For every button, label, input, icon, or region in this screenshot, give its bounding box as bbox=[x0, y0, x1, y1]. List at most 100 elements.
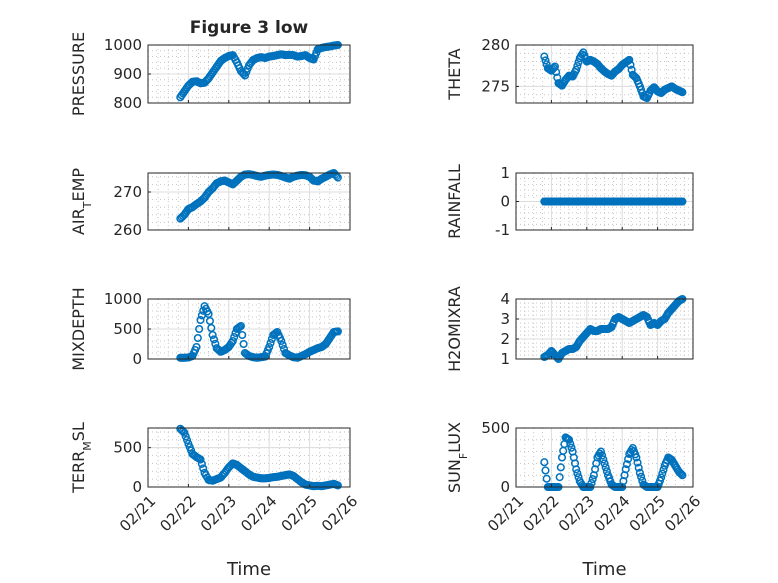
y-tick-label: 260 bbox=[113, 221, 142, 239]
data-point bbox=[201, 77, 210, 86]
data-point bbox=[673, 197, 682, 206]
y-tick-label: 0 bbox=[132, 478, 142, 496]
data-point bbox=[266, 338, 275, 348]
data-point bbox=[635, 468, 644, 477]
data-point bbox=[177, 213, 186, 222]
data-point bbox=[549, 63, 558, 72]
data-point bbox=[197, 196, 206, 205]
data-point bbox=[624, 455, 633, 464]
chart-pressure: 800 900 1000 PRESSURE Figure 3 low bbox=[69, 18, 351, 116]
y-tick-label: -1 bbox=[495, 221, 510, 239]
y-tick-label: 4 bbox=[500, 290, 510, 308]
y-tick-label: 500 bbox=[113, 439, 142, 457]
y-tick-label: 500 bbox=[113, 320, 142, 338]
chart-rainfall: -1 0 1 RAINFALL bbox=[445, 164, 694, 239]
axes-frame bbox=[515, 298, 694, 360]
data-point bbox=[278, 340, 287, 350]
data-point bbox=[195, 324, 204, 334]
y-tick-label: 280 bbox=[481, 36, 510, 54]
data-point bbox=[573, 61, 582, 71]
chart-air_temp: 260 270 AIRTEMP bbox=[69, 168, 351, 239]
x-axis-label: Time bbox=[581, 559, 626, 580]
chart-theta: 275 280 THETA bbox=[445, 36, 694, 104]
data-point bbox=[218, 471, 227, 481]
data-point bbox=[600, 459, 609, 468]
data-point bbox=[677, 197, 686, 206]
data-point bbox=[620, 471, 629, 480]
x-tick-label: 02/23 bbox=[197, 492, 240, 535]
y-axis-label: SUNFLUX bbox=[445, 422, 470, 493]
data-point bbox=[238, 68, 247, 77]
data-point bbox=[677, 469, 686, 479]
data-point bbox=[552, 352, 561, 361]
data-point bbox=[587, 479, 596, 488]
data-point bbox=[570, 459, 580, 468]
data-point bbox=[263, 346, 272, 355]
y-tick-label: 500 bbox=[481, 419, 510, 437]
y-axis-label: PRESSURE bbox=[69, 32, 88, 116]
data-point bbox=[177, 426, 186, 435]
y-axis-label: THETA bbox=[445, 48, 464, 100]
data-point bbox=[592, 459, 601, 468]
y-tick-label: 3 bbox=[500, 310, 510, 328]
data-point bbox=[199, 464, 208, 473]
y-tick-label: 1000 bbox=[104, 36, 142, 54]
y-tick-label: 1000 bbox=[104, 290, 142, 308]
data-point bbox=[246, 59, 255, 68]
x-tick-label: 02/23 bbox=[555, 492, 598, 535]
data-point bbox=[332, 327, 341, 336]
data-point bbox=[631, 450, 640, 459]
data-point bbox=[332, 480, 341, 489]
y-tick-label: 0 bbox=[500, 193, 510, 211]
x-tick-label: 02/24 bbox=[590, 492, 633, 535]
data-point bbox=[540, 52, 549, 61]
y-tick-label: 2 bbox=[500, 330, 510, 348]
data-point bbox=[624, 56, 633, 65]
axes-frame bbox=[147, 172, 351, 231]
data-point bbox=[659, 465, 668, 474]
data-point bbox=[193, 333, 202, 343]
data-point bbox=[658, 469, 667, 478]
data-point bbox=[542, 474, 551, 483]
data-point bbox=[331, 170, 340, 179]
data-point bbox=[230, 332, 239, 342]
data-point bbox=[634, 463, 643, 472]
x-tick-label: 02/26 bbox=[661, 492, 704, 535]
data-point bbox=[602, 467, 611, 476]
y-tick-label: 275 bbox=[481, 77, 510, 95]
x-tick-label: 02/22 bbox=[519, 492, 562, 535]
data-point bbox=[284, 470, 293, 479]
data-point bbox=[626, 60, 635, 69]
data-point bbox=[238, 330, 247, 340]
axes-frame bbox=[515, 427, 694, 488]
data-point bbox=[183, 436, 192, 445]
data-point bbox=[633, 458, 642, 467]
data-point bbox=[637, 472, 646, 481]
y-tick-label: 0 bbox=[500, 478, 510, 496]
data-point bbox=[622, 460, 631, 469]
data-point bbox=[541, 56, 550, 65]
axes-frame bbox=[147, 427, 351, 488]
data-point bbox=[197, 459, 206, 468]
y-axis-label: AIRTEMP bbox=[69, 168, 94, 235]
data-point bbox=[556, 463, 565, 472]
data-point bbox=[197, 311, 206, 320]
data-point bbox=[601, 463, 610, 472]
data-point bbox=[196, 315, 205, 325]
data-point bbox=[222, 466, 231, 476]
chart-title: Figure 3 low bbox=[190, 18, 309, 38]
y-tick-label: 0 bbox=[132, 350, 142, 368]
y-axis-label: RAINFALL bbox=[445, 164, 464, 239]
chart-h2omixra: 1 2 3 4 H2OMIXRA bbox=[445, 286, 694, 372]
data-point bbox=[655, 476, 665, 485]
chart-mixdepth: 0 500 1000 MIXDEPTH bbox=[69, 287, 351, 371]
x-tick-label: 02/21 bbox=[116, 492, 159, 535]
x-tick-label: 02/22 bbox=[156, 492, 199, 535]
data-point bbox=[552, 68, 561, 77]
y-axis-label: H2OMIXRA bbox=[445, 286, 464, 372]
y-axis-label: MIXDEPTH bbox=[69, 287, 88, 370]
x-tick-label: 02/25 bbox=[626, 492, 669, 535]
